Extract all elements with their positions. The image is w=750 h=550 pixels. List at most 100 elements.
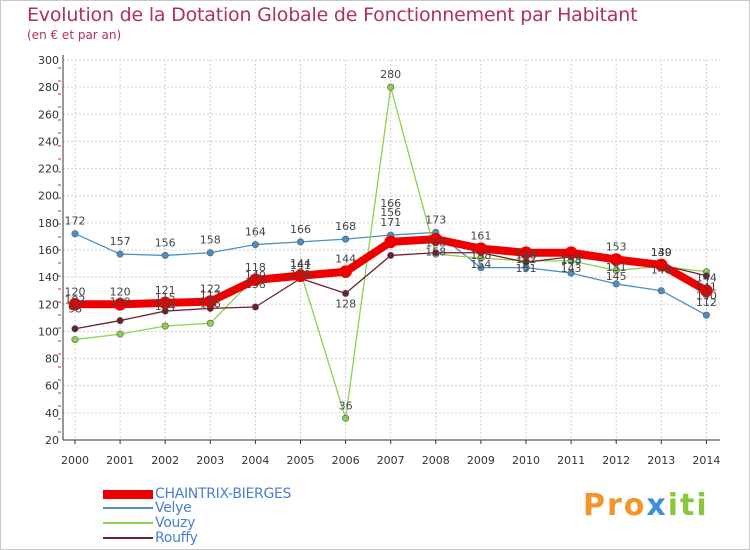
overlap-label-2010-0: 152 — [516, 253, 537, 266]
overlap-label-2003-0: 117 — [200, 288, 221, 301]
overlap-label-2013-0: 148 — [651, 264, 672, 277]
data-label-velye-2010: 158 — [516, 249, 537, 262]
overlap-label-2008-0: 168 — [425, 237, 446, 250]
x-tick-label-2008: 2008 — [422, 454, 450, 467]
data-label-chaintrix-bierges-2005: 144 — [290, 257, 311, 270]
data-label-vouzy-2007: 280 — [380, 68, 401, 81]
point-velye-2001 — [116, 250, 124, 258]
overlap-label-2007-0: 166 — [380, 197, 401, 210]
data-label-chaintrix-bierges-2002: 121 — [155, 284, 176, 297]
point-velye-2013 — [657, 287, 665, 295]
y-tick-label-220: 220 — [38, 163, 59, 176]
data-label-velye-2007: 171 — [380, 216, 401, 229]
data-label-velye-2006: 168 — [335, 220, 356, 233]
point-velye-2003 — [206, 249, 214, 257]
point-chaintrix-bierges-2012 — [609, 253, 623, 266]
data-label-velye-2001: 157 — [110, 235, 131, 248]
data-label-velye-2011: 158 — [561, 254, 582, 267]
data-label-chaintrix-bierges-2006: 144 — [335, 253, 356, 266]
x-tick-label-2006: 2006 — [332, 454, 360, 467]
data-label-chaintrix-bierges-2014: 144 — [696, 272, 717, 285]
point-rouffy-2008 — [432, 249, 440, 257]
point-velye-2002 — [161, 251, 169, 259]
overlap-label-2009-0: 158 — [470, 249, 491, 262]
point-rouffy-2010 — [522, 258, 530, 266]
point-rouffy-2006 — [342, 289, 350, 297]
point-chaintrix-bierges-2009 — [474, 242, 488, 255]
point-chaintrix-bierges-2008 — [429, 232, 443, 246]
legend-label-vouzy: Vouzy — [155, 515, 196, 531]
point-chaintrix-bierges-2010 — [519, 246, 533, 260]
y-tick-label-200: 200 — [38, 190, 59, 203]
point-vouzy-2003 — [206, 319, 214, 327]
overlap-label-2005-1: 139 — [290, 268, 311, 281]
point-rouffy-2004 — [251, 303, 259, 311]
overlap-label-2011-0: 155 — [561, 253, 582, 266]
point-rouffy-2014 — [702, 272, 710, 280]
y-tick-label-120: 120 — [38, 298, 59, 311]
legend-item-chaintrix: CHAINTRIX-BIERGES — [103, 486, 291, 502]
point-velye-2005 — [296, 238, 304, 246]
legend-swatch-rouffy — [103, 537, 153, 539]
overlap-label-2006-0: 128 — [335, 298, 356, 311]
y-tick-label-60: 60 — [45, 380, 59, 393]
point-chaintrix-bierges-2005 — [294, 269, 307, 283]
y-tick-label-40: 40 — [45, 407, 59, 420]
x-tick-label-2010: 2010 — [512, 454, 540, 467]
point-velye-2014 — [702, 311, 710, 319]
point-chaintrix-bierges-2004 — [249, 273, 262, 287]
data-label-velye-2000: 172 — [65, 215, 86, 228]
point-chaintrix-bierges-2003 — [204, 295, 217, 308]
point-vouzy-2000 — [71, 336, 79, 344]
point-velye-2011 — [567, 269, 575, 277]
point-velye-2004 — [251, 241, 259, 249]
x-tick-label-2002: 2002 — [151, 454, 179, 467]
overlap-label-2014-1: 140 — [696, 289, 717, 302]
point-chaintrix-bierges-2013 — [654, 258, 668, 272]
overlap-label-2011-1: 143 — [561, 262, 582, 275]
overlap-label-2007-1: 156 — [380, 206, 401, 219]
data-label-chaintrix-bierges-2001: 120 — [110, 285, 131, 298]
overlap-label-2009-1: 154 — [470, 258, 491, 271]
legend-swatch-chaintrix — [103, 489, 153, 499]
y-tick-label-80: 80 — [45, 353, 59, 366]
data-label-chaintrix-bierges-2003: 122 — [200, 283, 221, 296]
y-tick-label-180: 180 — [38, 217, 59, 230]
data-label-velye-2005: 166 — [290, 223, 311, 236]
x-tick-label-2012: 2012 — [602, 454, 630, 467]
chart-subtitle: (en € et par an) — [27, 28, 122, 42]
point-chaintrix-bierges-2014 — [700, 284, 713, 298]
overlap-label-2005-0: 141 — [290, 259, 311, 272]
proxiti-logo: Proxiti — [583, 488, 709, 523]
data-label-chaintrix-bierges-2000: 120 — [65, 285, 86, 298]
legend-item-velye: Velye — [103, 500, 192, 516]
overlap-label-2003-1: 106 — [200, 297, 221, 310]
x-tick-label-2004: 2004 — [241, 454, 269, 467]
point-velye-2012 — [612, 280, 620, 288]
y-tick-label-100: 100 — [38, 325, 59, 338]
point-chaintrix-bierges-2000 — [68, 297, 82, 311]
legend-swatch-velye — [103, 507, 153, 509]
x-tick-label-2011: 2011 — [557, 454, 585, 467]
y-tick-label-160: 160 — [38, 244, 59, 257]
point-velye-2006 — [342, 235, 350, 243]
point-vouzy-2012 — [612, 266, 620, 274]
point-rouffy-2000 — [71, 325, 79, 333]
data-label-vouzy-2006: 36 — [339, 399, 353, 412]
x-tick-label-2003: 2003 — [196, 454, 224, 467]
data-label-velye-2008: 173 — [425, 213, 446, 226]
x-tick-label-2001: 2001 — [106, 454, 134, 467]
overlap-label-2002-0: 115 — [155, 291, 176, 304]
chart-title: Evolution de la Dotation Globale de Fonc… — [27, 4, 638, 26]
point-chaintrix-bierges-2001 — [113, 297, 127, 311]
y-tick-label-140: 140 — [38, 271, 59, 284]
point-velye-2000 — [71, 230, 79, 238]
x-tick-label-2005: 2005 — [287, 454, 315, 467]
overlap-label-2008-1: 158 — [425, 246, 446, 259]
data-label-velye-2014: 112 — [696, 296, 717, 309]
legend-label-chaintrix: CHAINTRIX-BIERGES — [155, 486, 292, 502]
y-tick-label-280: 280 — [38, 81, 59, 94]
overlap-label-2012-0: 151 — [606, 261, 627, 274]
data-label-velye-2003: 158 — [200, 234, 221, 247]
point-vouzy-2007 — [387, 83, 395, 91]
